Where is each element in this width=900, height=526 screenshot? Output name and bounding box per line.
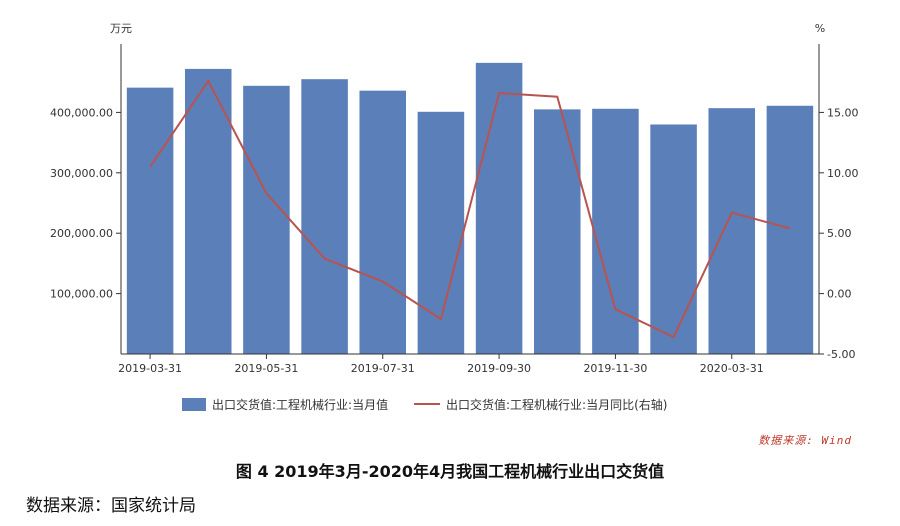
combo-chart: 100,000.00 200,000.00 300,000.00 400,000.00… <box>50 22 859 412</box>
bar <box>184 68 232 355</box>
bar <box>126 87 174 355</box>
legend-line-label: 出口交货值:工程机械行业:当月同比(右轴) <box>446 397 667 412</box>
bar <box>243 85 290 354</box>
bar <box>592 108 639 354</box>
legend: 出口交货值:工程机械行业:当月值 出口交货值:工程机械行业:当月同比(右轴) <box>182 397 667 412</box>
left-tick-label: 200,000.00 <box>50 227 113 240</box>
bar <box>301 79 348 355</box>
right-tick-label: -5.00 <box>827 348 855 361</box>
right-tick-label: 10.00 <box>827 167 859 180</box>
bar <box>475 62 523 354</box>
bar <box>650 124 697 354</box>
bar-series <box>126 62 814 355</box>
figure-caption: 图 4 2019年3月-2020年4月我国工程机械行业出口交货值 <box>235 462 665 481</box>
left-axis-unit: 万元 <box>110 22 132 35</box>
line-series <box>149 79 791 339</box>
left-tick-label: 400,000.00 <box>50 106 113 119</box>
legend-bar-swatch <box>182 398 206 411</box>
right-tick-label: 5.00 <box>827 227 852 240</box>
x-tick-label: 2019-07-31 <box>351 362 415 375</box>
x-tick-label: 2019-05-31 <box>234 362 298 375</box>
left-tick-label: 300,000.00 <box>50 167 113 180</box>
bar <box>417 111 465 355</box>
bar <box>359 90 407 354</box>
bar <box>533 109 581 354</box>
yoy-line <box>149 79 791 339</box>
right-axis-unit: % <box>815 22 825 35</box>
bar <box>708 108 756 354</box>
source-line: 数据来源：国家统计局 <box>26 496 196 516</box>
axes <box>120 44 820 355</box>
left-tick-label: 100,000.00 <box>50 288 113 301</box>
x-axis-ticks: 2019-03-31 2019-05-31 2019-07-31 2019-09-30… <box>118 354 764 375</box>
x-tick-label: 2019-03-31 <box>118 362 182 375</box>
bar <box>766 105 814 354</box>
left-axis-ticks: 100,000.00 200,000.00 300,000.00 400,000.00 <box>50 106 121 301</box>
right-tick-label: 0.00 <box>827 288 852 301</box>
right-axis-ticks: -5.00 0.00 5.00 10.00 15.00 <box>819 106 859 361</box>
x-tick-label: 2019-11-30 <box>583 362 647 375</box>
x-tick-label: 2019-09-30 <box>467 362 531 375</box>
right-tick-label: 15.00 <box>827 106 859 119</box>
x-tick-label: 2020-03-31 <box>700 362 764 375</box>
source-tag: 数据来源: Wind <box>758 434 852 447</box>
legend-bar-label: 出口交货值:工程机械行业:当月值 <box>212 397 388 412</box>
